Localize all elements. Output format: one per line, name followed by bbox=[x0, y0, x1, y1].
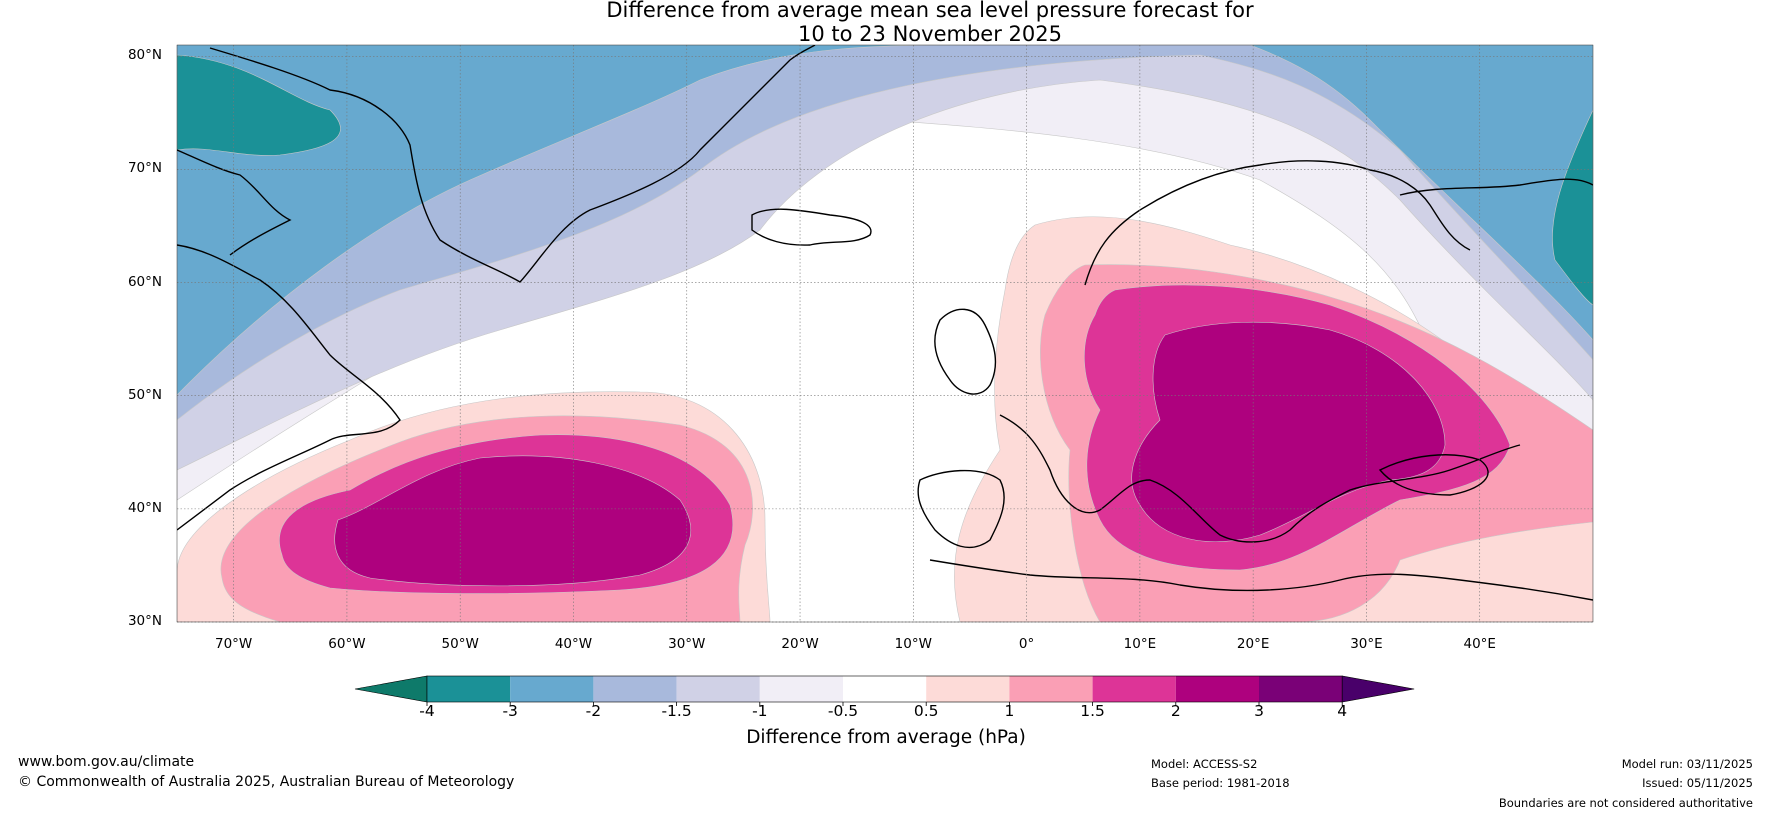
colorbar-tick-label: -4 bbox=[419, 702, 435, 720]
colorbar-swatch bbox=[1092, 676, 1176, 702]
iceland-coast bbox=[751, 208, 872, 246]
negative-anomaly-band-3 bbox=[177, 54, 341, 156]
colorbar-swatch bbox=[427, 676, 511, 702]
longitude-label: 20°W bbox=[781, 636, 819, 652]
north-africa-coast bbox=[929, 559, 1593, 601]
greenland-coast bbox=[209, 45, 816, 283]
latitude-label: 70°N bbox=[127, 160, 162, 177]
colorbar-swatch bbox=[593, 676, 677, 702]
colorbar-tick-label: 3 bbox=[1254, 702, 1264, 720]
longitude-label: 60°W bbox=[328, 636, 366, 652]
colorbar-tick-label: -1.5 bbox=[661, 702, 692, 720]
latitude-label: 50°N bbox=[127, 386, 162, 403]
website-link[interactable]: www.bom.gov.au/climate bbox=[18, 754, 195, 770]
issued-date: Issued: 05/11/2025 bbox=[1642, 776, 1753, 790]
colorbar-tick-label: 1 bbox=[1004, 702, 1015, 720]
uk-coast bbox=[934, 308, 997, 395]
colorbar-tick-label: 4 bbox=[1337, 702, 1348, 720]
negative-anomaly-band-3-east bbox=[1552, 109, 1593, 306]
colorbar-frame bbox=[426, 675, 1343, 703]
latitude-label: 80°N bbox=[127, 47, 162, 64]
latitude-label: 40°N bbox=[127, 499, 162, 516]
colorbar-swatch bbox=[510, 676, 594, 702]
colorbar-swatch bbox=[843, 676, 927, 702]
labrador-coast bbox=[177, 244, 401, 531]
scandinavia-coast bbox=[1084, 160, 1471, 286]
russia-arctic-coast bbox=[1399, 178, 1593, 196]
colorbar-tick-label: -2 bbox=[585, 702, 602, 720]
europe-coast bbox=[999, 414, 1521, 543]
longitude-label: 40°E bbox=[1463, 636, 1496, 652]
longitude-label: 10°E bbox=[1123, 636, 1157, 652]
colorbar-extend-low bbox=[354, 675, 428, 703]
longitude-label: 20°E bbox=[1236, 636, 1270, 652]
colorbar-swatch bbox=[1259, 676, 1343, 702]
base-period: Base period: 1981-2018 bbox=[1151, 776, 1290, 790]
atlantic-high-anomaly-2 bbox=[334, 455, 692, 587]
colorbar-tick-label: -3 bbox=[502, 702, 518, 720]
model-name: Model: ACCESS-S2 bbox=[1151, 757, 1258, 771]
title-line-1: Difference from average mean sea level p… bbox=[606, 0, 1254, 22]
iberia-coast bbox=[917, 469, 1005, 549]
colorbar-tick-label: -0.5 bbox=[827, 702, 859, 720]
colorbar-swatch bbox=[1175, 676, 1259, 702]
baffin-coast bbox=[177, 149, 292, 256]
map-frame bbox=[176, 44, 1594, 623]
longitude-label: 0° bbox=[1018, 636, 1035, 652]
black-sea-coast bbox=[1378, 454, 1489, 496]
colorbar-extend-high bbox=[1341, 675, 1415, 703]
colorbar-tick-label: -1 bbox=[752, 702, 768, 720]
disclaimer: Boundaries are not considered authoritat… bbox=[1498, 796, 1753, 810]
title-line-2: 10 to 23 November 2025 bbox=[798, 22, 1062, 46]
coastlines bbox=[177, 45, 1593, 601]
copyright: © Commonwealth of Australia 2025, Austra… bbox=[18, 774, 515, 790]
model-run-date: Model run: 03/11/2025 bbox=[1621, 757, 1753, 771]
longitude-label: 40°W bbox=[554, 636, 593, 652]
colorbar-swatch bbox=[926, 676, 1010, 702]
longitude-label: 50°W bbox=[441, 636, 479, 652]
map-title: Difference from average mean sea level p… bbox=[0, 0, 1770, 46]
latitude-label: 60°N bbox=[127, 273, 162, 290]
colorbar-tick-label: 0.5 bbox=[913, 702, 939, 720]
longitude-label: 10°W bbox=[894, 636, 932, 652]
pressure-anomaly-field bbox=[177, 45, 1593, 622]
colorbar bbox=[354, 675, 1415, 706]
longitude-label: 30°W bbox=[668, 636, 706, 652]
colorbar-swatch bbox=[1009, 676, 1093, 702]
colorbar-label: Difference from average (hPa) bbox=[746, 727, 1026, 748]
longitude-label: 70°W bbox=[214, 636, 253, 652]
europe-high-anomaly-2 bbox=[1131, 321, 1446, 542]
longitude-label: 30°E bbox=[1350, 636, 1383, 652]
gridlines bbox=[177, 45, 1593, 623]
negative-anomaly-band-2 bbox=[177, 45, 1593, 396]
latitude-label: 30°N bbox=[127, 613, 162, 629]
colorbar-tick-label: 2 bbox=[1170, 702, 1181, 720]
colorbar-swatch bbox=[676, 676, 760, 702]
colorbar-swatch bbox=[759, 676, 843, 702]
colorbar-tick-label: 1.5 bbox=[1080, 702, 1105, 720]
